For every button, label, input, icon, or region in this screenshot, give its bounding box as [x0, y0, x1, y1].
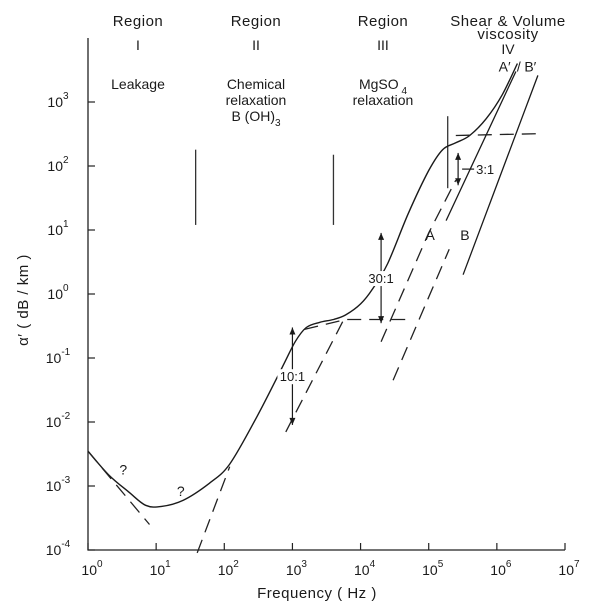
region-title: Region [358, 13, 409, 30]
ratio-arrow-head [455, 152, 462, 160]
total-attenuation-curve [87, 63, 519, 508]
y-tick-label: 10-3 [46, 475, 71, 494]
region-numeral: III [377, 37, 389, 53]
region-numeral: I [136, 37, 140, 53]
x-tick-label: 103 [286, 559, 308, 578]
region-numeral: IV [501, 41, 515, 57]
region-description: relaxation [353, 92, 414, 108]
y-tick-label: 10-1 [46, 347, 71, 366]
region-title: Region [113, 13, 164, 30]
x-tick-label: 104 [354, 559, 376, 578]
y-tick-label: 102 [47, 155, 69, 174]
region-description: MgSO 4 [359, 76, 407, 97]
annotation-label: A′ [499, 58, 511, 74]
ratio-arrow-head [378, 232, 385, 240]
dashed-asymptote [304, 318, 409, 331]
annotations: ?? A B A′ / B′ [119, 58, 536, 498]
ratio-marker: 30:1 [366, 232, 397, 324]
annotation-label: B [460, 227, 469, 243]
y-axis-title: α′ ( dB / km ) [15, 254, 32, 346]
ratio-label: 3:1 [476, 162, 494, 177]
region-description: Chemical [227, 76, 285, 92]
x-tick-label: 105 [422, 559, 444, 578]
region-dividers [195, 116, 449, 225]
y-tick-label: 103 [47, 91, 69, 110]
dashed-asymptote [196, 466, 231, 554]
ratio-label: 30:1 [368, 271, 393, 286]
x-tick-label: 100 [81, 559, 103, 578]
y-tick-label: 10-2 [46, 411, 71, 430]
x-axis-ticks: 100 101 102 103 104 105 106 107 [81, 543, 580, 578]
asymptote-b-prime [462, 75, 539, 275]
region-description: relaxation [226, 92, 287, 108]
region-title-line2: viscosity [477, 26, 538, 43]
dashed-asymptote [392, 249, 450, 381]
x-tick-label: 101 [150, 559, 172, 578]
annotation-label: B′ [524, 58, 536, 74]
plot-frame [87, 38, 565, 551]
region-headers: RegionILeakageRegionIIChemicalrelaxation… [111, 13, 565, 129]
ratio-arrow-head [289, 327, 296, 335]
dashed-asymptote [455, 133, 538, 137]
region-description: B (OH)3 [231, 108, 281, 129]
region-numeral: II [252, 37, 260, 53]
y-tick-label: 100 [47, 283, 69, 302]
dashed-asymptote [87, 450, 150, 525]
ratio-arrow-head [455, 178, 462, 186]
x-tick-label: 102 [218, 559, 240, 578]
asymptote-a-prime [445, 71, 517, 221]
ratio-arrow-head [378, 316, 385, 324]
ratio-markers: 10:1 30:1 3:1 [277, 152, 494, 425]
region-title: Shear & Volume [450, 13, 565, 30]
region-header: Region I Leakage [111, 13, 165, 92]
annotation-label: ? [177, 483, 185, 499]
x-tick-label: 107 [558, 559, 580, 578]
x-tick-label: 106 [490, 559, 512, 578]
region-description: Leakage [111, 76, 165, 92]
ratio-label: 10:1 [280, 369, 305, 384]
ratio-marker: 3:1 [455, 152, 494, 186]
data-series [87, 63, 539, 554]
ratio-marker: 10:1 [277, 327, 308, 425]
x-axis-title: Frequency ( Hz ) [257, 585, 377, 602]
dashed-asymptote [380, 179, 457, 342]
y-tick-label: 101 [47, 219, 69, 238]
y-axis-ticks: 10-4 10-3 10-2 10-1 100 101 102 103 [46, 91, 95, 558]
annotation-label: ? [119, 462, 127, 478]
y-tick-label: 10-4 [46, 539, 71, 558]
ratio-arrow-head [289, 417, 296, 425]
annotation-label: A [425, 227, 435, 243]
axes [87, 38, 565, 551]
region-title: Region [231, 13, 282, 30]
annotation-label: / [517, 58, 521, 74]
